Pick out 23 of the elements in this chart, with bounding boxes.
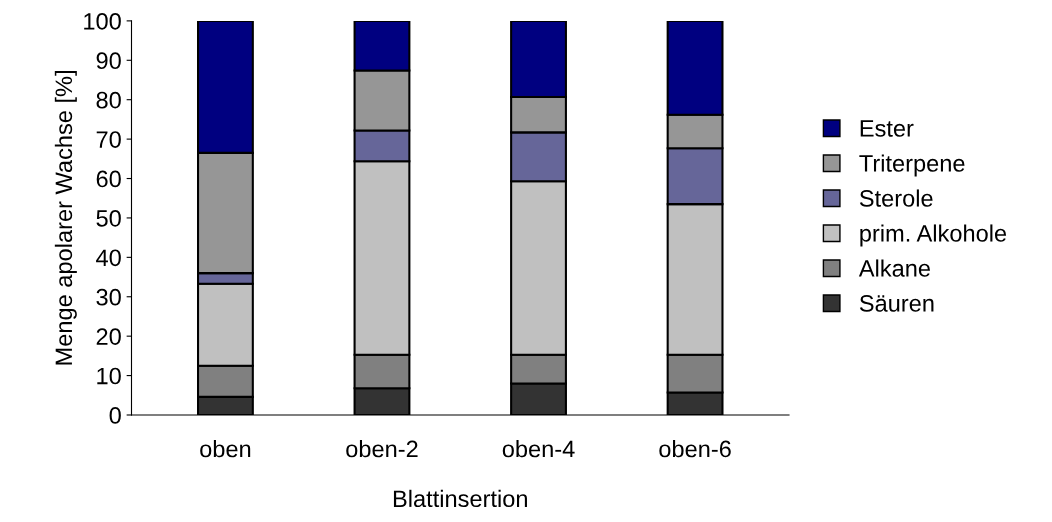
x-tick-label: oben-6 <box>659 439 731 458</box>
legend-label: prim. Alkohole <box>860 224 1007 247</box>
y-tick-label: 100 <box>84 12 121 30</box>
y-tick-label: 50 <box>96 210 121 227</box>
legend-label: Ester <box>860 120 914 137</box>
x-axis-title: Blattinsertion <box>393 489 527 508</box>
y-axis-title: Menge apolarer Wachse [%] <box>54 71 77 365</box>
legend-label: Alkane <box>858 259 930 277</box>
y-tick-label: 90 <box>96 52 121 70</box>
y-tick-label: 80 <box>96 91 121 109</box>
y-tick-label: 0 <box>109 407 121 424</box>
legend-label: Sterole <box>859 189 933 207</box>
y-tick-label: 40 <box>96 249 121 267</box>
y-tick-label: 30 <box>96 288 121 306</box>
x-tick-label: oben <box>200 439 251 458</box>
legend-label: Triterpene <box>859 154 965 177</box>
legend-label: Säuren <box>859 295 934 312</box>
y-tick-label: 70 <box>96 131 121 148</box>
x-tick-label: oben-4 <box>502 439 575 458</box>
x-tick-label: oben-2 <box>346 439 418 458</box>
y-tick-label: 10 <box>97 367 121 385</box>
y-tick-label: 20 <box>96 328 121 345</box>
y-tick-label: 60 <box>96 170 121 188</box>
